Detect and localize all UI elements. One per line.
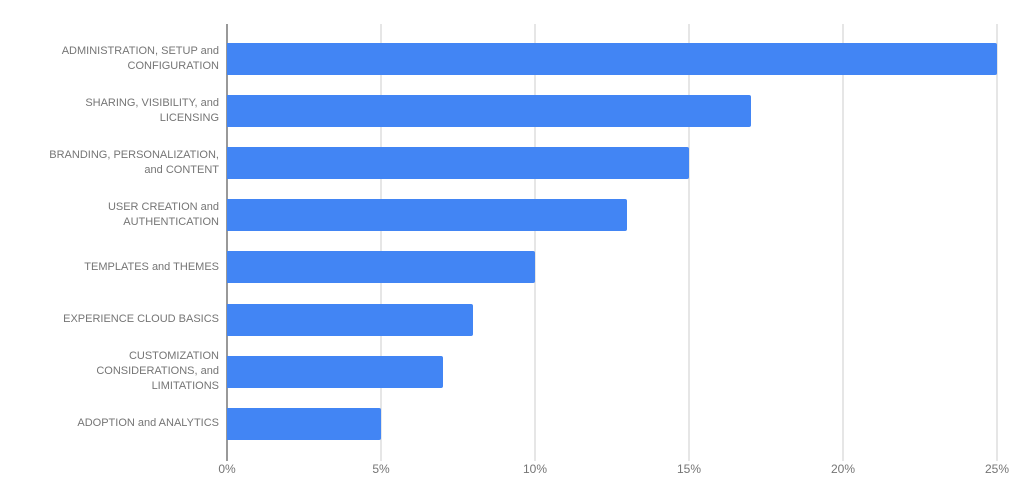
gridline: [688, 24, 690, 461]
bar[interactable]: [227, 43, 997, 75]
x-tick-label: 0%: [218, 462, 236, 476]
bar[interactable]: [227, 199, 628, 232]
gridline: [534, 24, 536, 461]
bar[interactable]: [227, 95, 751, 128]
bar[interactable]: [227, 407, 381, 440]
x-axis-line: [226, 24, 228, 461]
plot-area: 0% 5% 10% 15% 20% 25%: [218, 24, 1009, 476]
category-label: ADMINISTRATION, SETUP and CONFIGURATION: [61, 45, 219, 72]
y-axis-labels: ADMINISTRATION, SETUP and CONFIGURATION S…: [0, 0, 219, 504]
category-label: EXPERIENCE CLOUD BASICS: [63, 313, 219, 325]
bar[interactable]: [227, 303, 474, 336]
category-label: CUSTOMIZATION CONSIDERATIONS, and LIMITA…: [96, 350, 219, 393]
category-label: TEMPLATES and THEMES: [84, 260, 219, 273]
bar[interactable]: [227, 355, 443, 388]
x-tick-label: 5%: [372, 462, 390, 476]
x-tick-label: 10%: [522, 462, 548, 476]
gridline: [996, 24, 998, 461]
x-tick-label: 25%: [984, 462, 1010, 476]
bar[interactable]: [227, 251, 535, 284]
category-label: USER CREATION and AUTHENTICATION: [107, 201, 219, 229]
x-tick-label: 20%: [830, 462, 856, 476]
gridline: [842, 24, 844, 461]
x-tick-label: 15%: [676, 462, 702, 476]
bar[interactable]: [227, 147, 689, 180]
gridline: [380, 24, 382, 461]
category-label: ADOPTION and ANALYTICS: [77, 417, 219, 430]
category-label: SHARING, VISIBILITY, and LICENSING: [85, 97, 219, 125]
category-label: BRANDING, PERSONALIZATION, and CONTENT: [49, 149, 219, 177]
